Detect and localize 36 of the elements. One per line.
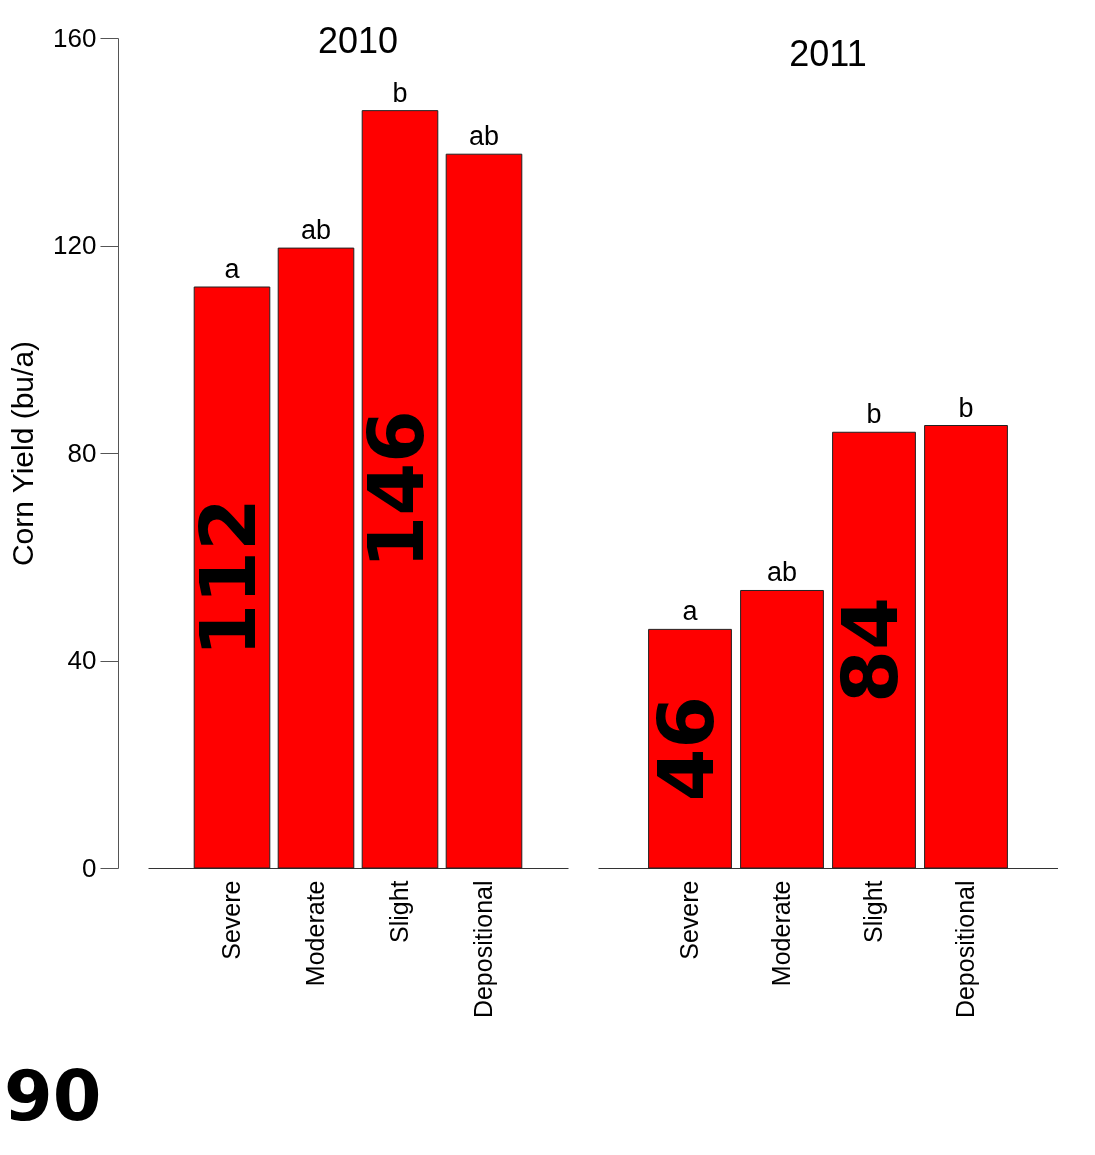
annotation: ab (766, 557, 798, 588)
bar (193, 286, 271, 869)
x-tick-label: Depositional (951, 880, 979, 1019)
data-label: 84 (826, 597, 915, 704)
x-tick-label: Slight (859, 880, 887, 944)
y-tick-label: 40 (67, 645, 97, 675)
bar (740, 589, 824, 869)
data-label: 46 (642, 695, 731, 802)
bar (277, 247, 355, 869)
x-tick-label: Slight (385, 880, 413, 944)
x-tick-label: Severe (675, 880, 703, 960)
bar (361, 110, 439, 869)
chart-title: 2011 (789, 33, 867, 74)
annotation: a (682, 596, 699, 627)
x-tick-label: Moderate (301, 880, 329, 987)
data-label: 112 (184, 498, 273, 657)
annotation: ab (300, 215, 332, 246)
data-label: 146 (352, 409, 441, 569)
annotation: ab (468, 121, 500, 152)
annotation: a (224, 254, 241, 284)
bar (924, 425, 1008, 869)
y-tick-label: 80 (67, 437, 97, 468)
bar (445, 153, 523, 869)
x-tick-label: Severe (217, 880, 245, 960)
bar (832, 431, 916, 869)
annotation: b (866, 399, 882, 430)
y-tick-label: 160 (53, 22, 97, 53)
y-axis-title: Corn Yield (bu/a) (6, 340, 40, 567)
chart-title: 2010 (317, 20, 399, 61)
annotation: b (958, 392, 974, 423)
annotation: b (392, 77, 408, 108)
text: 90 (4, 1055, 102, 1137)
x-tick-label: Moderate (767, 880, 795, 987)
y-tick-label: 120 (53, 230, 97, 260)
y-tick-label: 0 (82, 852, 97, 883)
x-tick-label: Depositional (469, 880, 497, 1019)
